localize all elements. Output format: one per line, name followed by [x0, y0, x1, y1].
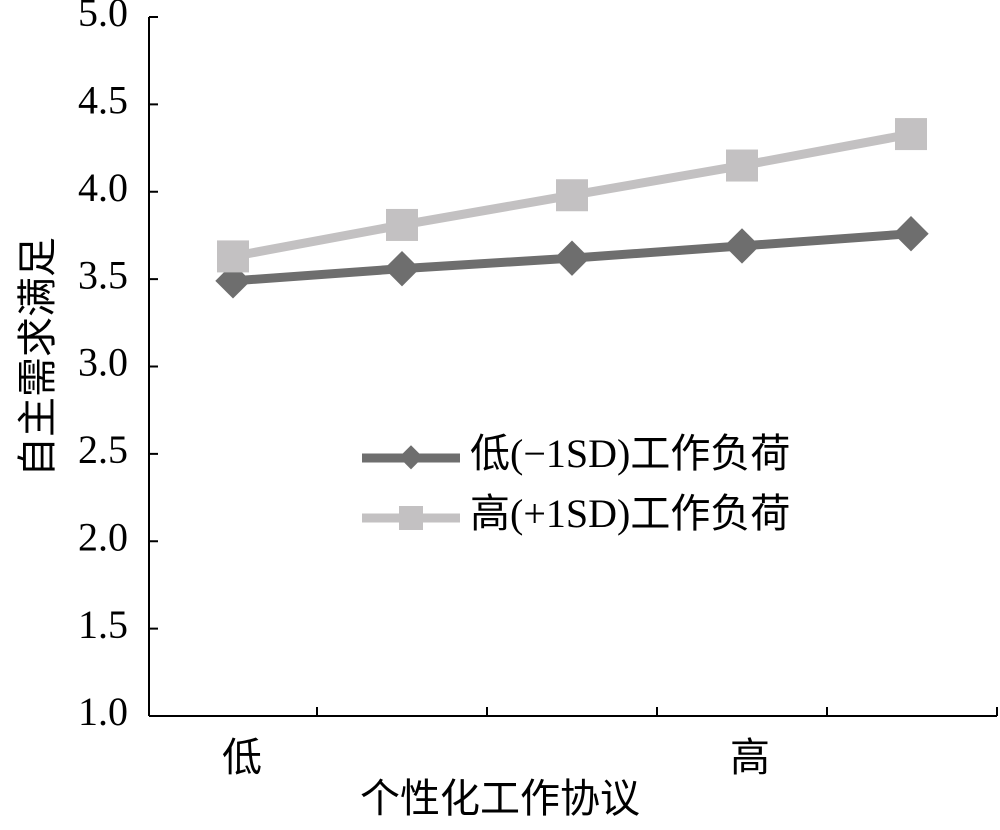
y-tick-label: 5.0 — [78, 0, 128, 35]
series-layer — [215, 118, 929, 299]
y-ticks: 1.0 1.5 2.0 2.5 3.0 3.5 4.0 4.5 5.0 — [78, 0, 158, 734]
legend-marker-high — [399, 506, 423, 530]
data-point-1-1 — [386, 208, 418, 241]
y-tick-label: 4.5 — [78, 78, 128, 123]
y-axis-title: 自主需求满足 — [15, 237, 60, 477]
y-tick-label: 3.0 — [78, 340, 128, 385]
data-point-0-3 — [724, 228, 760, 264]
y-tick-label: 1.5 — [78, 602, 128, 647]
x-tick-label-low: 低 — [222, 735, 262, 780]
data-point-1-3 — [726, 149, 758, 182]
data-point-1-4 — [895, 118, 927, 151]
x-axis-title: 个性化工作协议 — [360, 776, 640, 821]
data-point-0-4 — [893, 216, 929, 252]
data-point-1-0 — [217, 240, 249, 273]
legend: 低(−1SD)工作负荷 高(+1SD)工作负荷 — [362, 431, 790, 536]
legend-marker-low — [398, 445, 424, 470]
x-ticks — [316, 707, 998, 716]
y-tick-label: 2.5 — [78, 427, 128, 472]
legend-label-high: 高(+1SD)工作负荷 — [470, 491, 790, 536]
data-point-0-2 — [554, 240, 590, 276]
y-tick-label: 3.5 — [78, 252, 128, 297]
y-tick-label: 1.0 — [78, 689, 128, 734]
y-tick-label: 4.0 — [78, 165, 128, 210]
legend-label-low: 低(−1SD)工作负荷 — [470, 431, 790, 476]
data-point-0-1 — [384, 250, 420, 287]
data-point-1-2 — [556, 179, 588, 212]
y-tick-label: 2.0 — [78, 514, 128, 559]
x-tick-label-high: 高 — [730, 735, 770, 780]
